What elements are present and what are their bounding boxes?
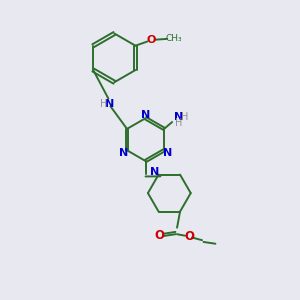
Text: N: N [118,148,128,158]
Text: O: O [184,230,194,243]
Text: H: H [175,118,183,128]
Text: O: O [154,229,164,242]
Text: N: N [150,167,160,177]
Text: N: N [105,99,115,109]
Text: H: H [181,112,189,122]
Text: N: N [163,148,172,158]
Text: H: H [100,99,107,109]
Text: O: O [146,35,156,45]
Text: N: N [141,110,150,120]
Text: N: N [174,112,184,122]
Text: CH₃: CH₃ [166,34,182,43]
